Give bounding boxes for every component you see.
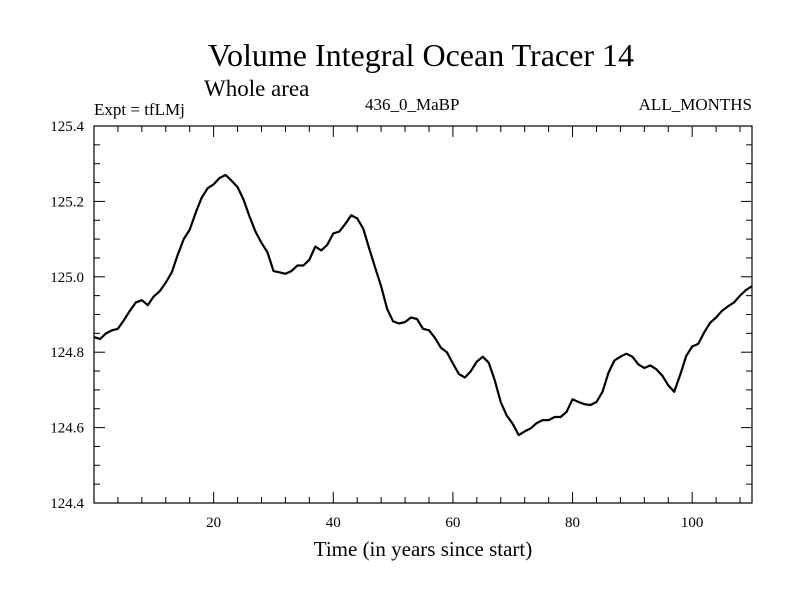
y-tick-label: 125.0 bbox=[50, 270, 84, 286]
x-tick-label: 80 bbox=[565, 515, 580, 531]
y-tick-label: 125.2 bbox=[50, 194, 84, 210]
y-tick-label: 124.6 bbox=[50, 421, 84, 437]
x-tick-label: 60 bbox=[445, 515, 460, 531]
experiment-label: Expt = tfLMj bbox=[94, 100, 185, 119]
chart-subtitle: Whole area bbox=[204, 76, 309, 101]
y-tick-label: 125.4 bbox=[50, 119, 84, 135]
months-label: ALL_MONTHS bbox=[639, 95, 752, 114]
chart-title: Volume Integral Ocean Tracer 14 bbox=[208, 37, 634, 73]
y-tick-label: 124.4 bbox=[50, 496, 84, 512]
x-axis-label: Time (in years since start) bbox=[314, 537, 533, 561]
axis-tick-labels: 20 40 60 80 100 124.4 124.6 124.8 125.0 125.2 125.… bbox=[50, 119, 703, 531]
y-tick-label: 124.8 bbox=[50, 345, 84, 361]
x-tick-label: 100 bbox=[681, 515, 704, 531]
period-label: 436_0_MaBP bbox=[365, 95, 459, 114]
series-line bbox=[93, 173, 753, 437]
x-tick-label: 20 bbox=[206, 515, 221, 531]
plot-frame bbox=[93, 125, 753, 504]
x-tick-label: 40 bbox=[326, 515, 341, 531]
axis-ticks bbox=[94, 126, 752, 503]
